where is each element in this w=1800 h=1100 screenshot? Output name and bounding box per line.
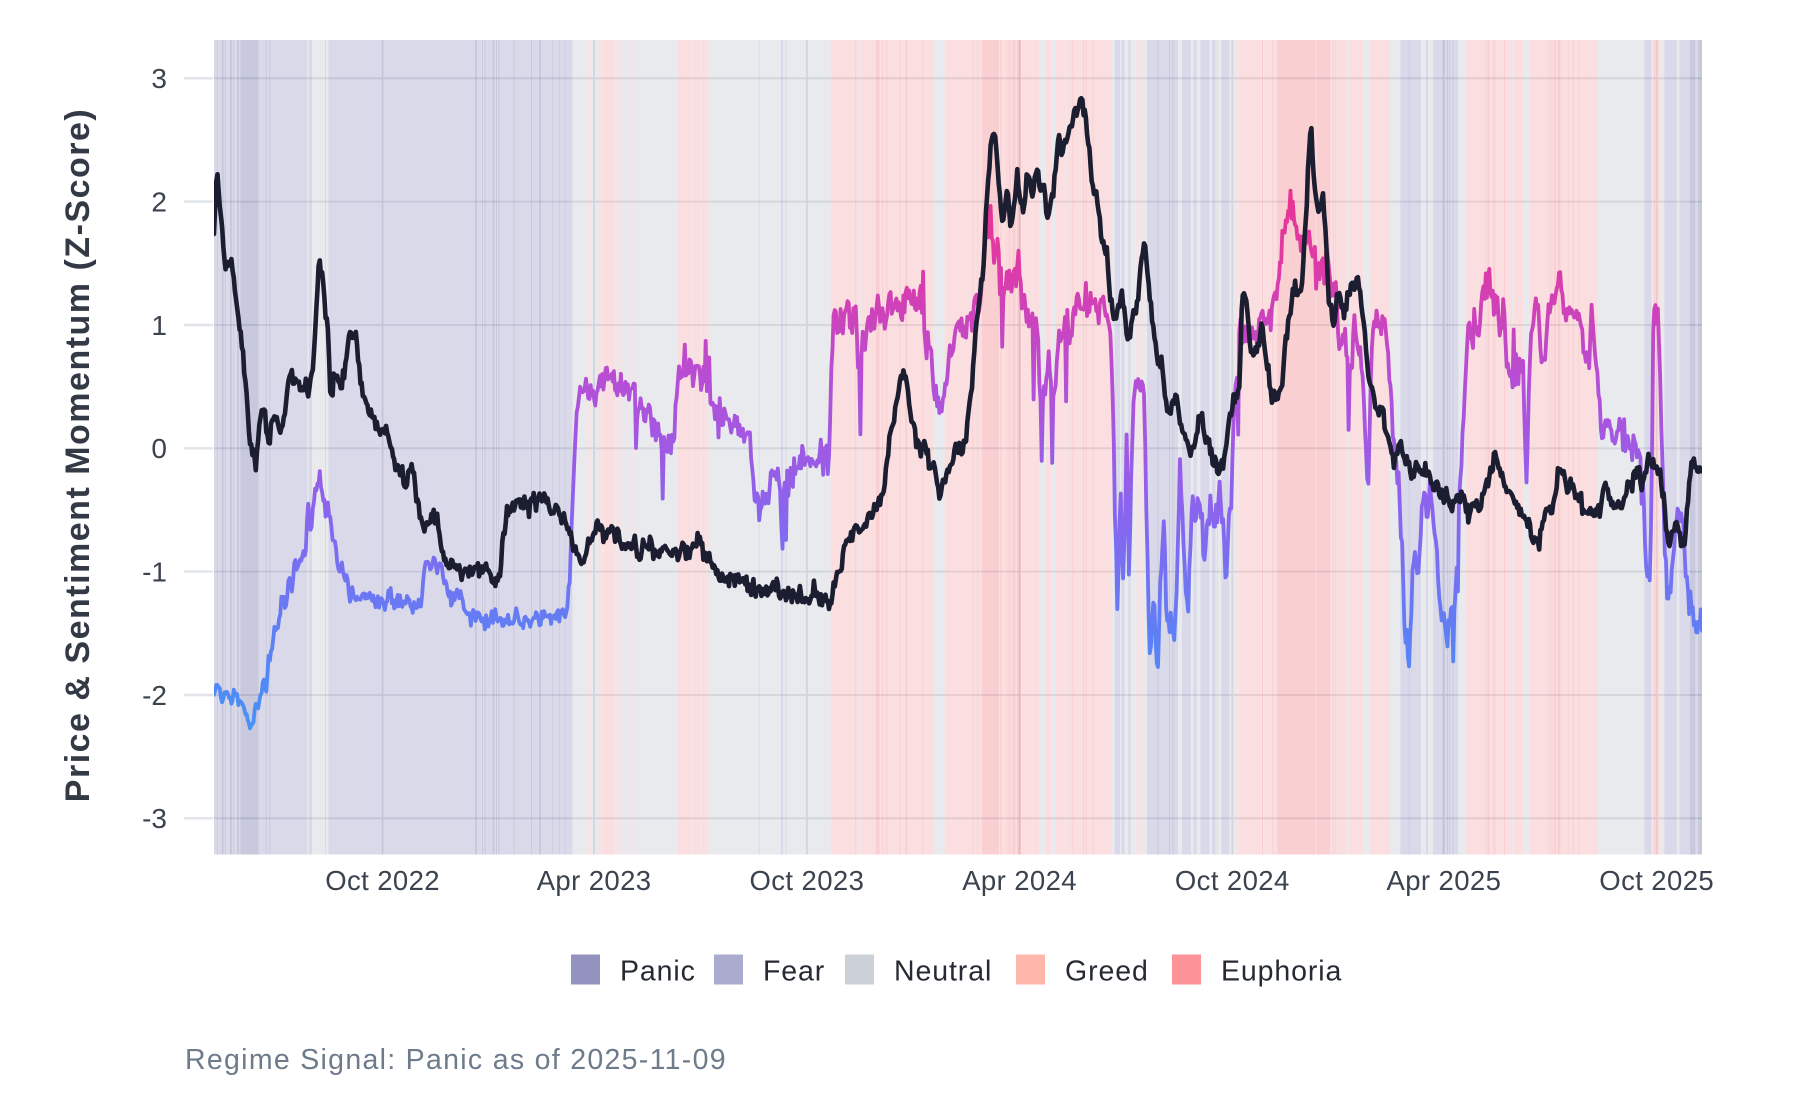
svg-text:Apr 2024: Apr 2024 xyxy=(962,865,1077,896)
svg-text:3: 3 xyxy=(151,63,167,94)
svg-text:Oct 2024: Oct 2024 xyxy=(1175,865,1290,896)
svg-text:-3: -3 xyxy=(142,803,167,834)
svg-text:Apr 2023: Apr 2023 xyxy=(537,865,652,896)
svg-text:Apr 2025: Apr 2025 xyxy=(1386,865,1501,896)
svg-text:0: 0 xyxy=(151,433,167,464)
svg-text:1: 1 xyxy=(151,310,167,341)
svg-text:-1: -1 xyxy=(142,556,167,587)
svg-text:Fear: Fear xyxy=(763,956,825,988)
svg-text:Oct 2022: Oct 2022 xyxy=(325,865,440,896)
svg-text:-2: -2 xyxy=(142,680,167,711)
svg-text:Euphoria: Euphoria xyxy=(1221,956,1342,988)
svg-text:Oct 2023: Oct 2023 xyxy=(749,865,864,896)
svg-text:Greed: Greed xyxy=(1065,956,1149,988)
svg-text:Regime Signal: Panic as of 202: Regime Signal: Panic as of 2025-11-09 xyxy=(185,1044,727,1076)
svg-text:Oct 2025: Oct 2025 xyxy=(1599,865,1714,896)
svg-text:Price & Sentiment Momentum (Z-: Price & Sentiment Momentum (Z-Score) xyxy=(59,108,97,802)
svg-text:Panic: Panic xyxy=(620,956,696,988)
svg-text:2: 2 xyxy=(151,186,167,217)
svg-text:Neutral: Neutral xyxy=(894,956,992,988)
